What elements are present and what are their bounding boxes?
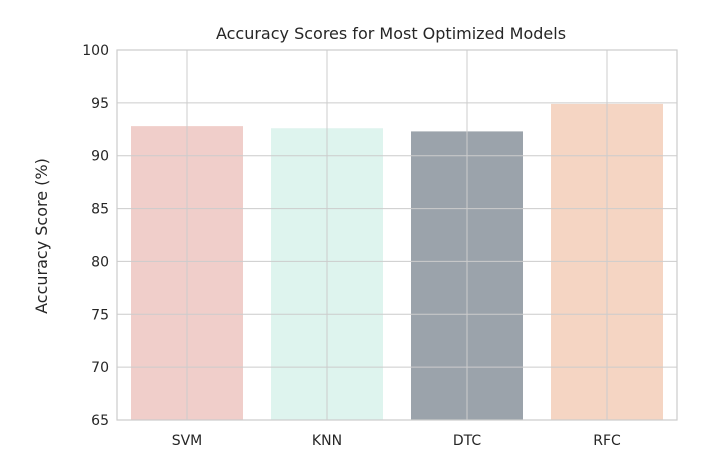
y-tick-label: 80 (91, 254, 109, 270)
y-axis-label: Accuracy Score (%) (32, 158, 51, 314)
y-tick-label: 65 (91, 413, 109, 429)
x-tick-label: KNN (312, 433, 342, 449)
y-tick-label: 85 (91, 202, 109, 218)
x-tick-label: DTC (453, 433, 482, 449)
y-tick-label: 70 (91, 360, 109, 376)
y-tick-label: 90 (91, 149, 109, 165)
x-tick-label: SVM (172, 433, 203, 449)
x-tick-label: RFC (593, 433, 621, 449)
y-tick-label: 95 (91, 96, 109, 112)
plot-frame (116, 49, 678, 421)
y-tick-label: 75 (91, 307, 109, 323)
y-tick-labels: 65 70 75 80 85 90 95 100 (82, 43, 109, 429)
x-tick-labels: SVM KNN DTC RFC (172, 433, 621, 449)
bars (131, 103, 663, 421)
chart-title: Accuracy Scores for Most Optimized Model… (216, 24, 566, 43)
y-tick-label: 100 (82, 43, 109, 59)
